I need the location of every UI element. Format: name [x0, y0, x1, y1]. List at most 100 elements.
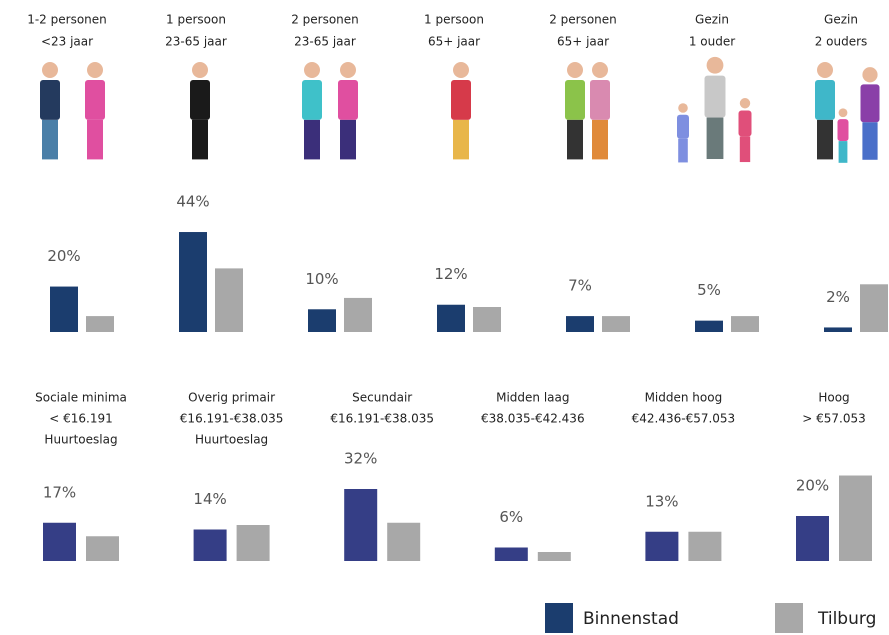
- value-label: 10%: [305, 270, 338, 288]
- category-label: Midden hoog: [645, 391, 723, 405]
- person-body: [738, 110, 752, 137]
- category-label: 1-2 personen: [27, 13, 107, 27]
- category-label: Huurtoeslag: [44, 433, 117, 447]
- category-label: €16.191-€38.035: [180, 412, 284, 426]
- category-label: 2 personen: [549, 13, 617, 27]
- bar: [43, 522, 76, 561]
- bar: [215, 268, 243, 332]
- value-label: 14%: [193, 490, 226, 508]
- bar: [193, 529, 227, 561]
- value-label: 13%: [645, 492, 678, 510]
- category-label: 1 ouder: [689, 35, 735, 49]
- person-body: [302, 80, 322, 120]
- person-head: [592, 62, 608, 78]
- person-legs: [706, 117, 724, 160]
- person-body: [40, 80, 60, 120]
- person-legs: [42, 119, 58, 160]
- category-label: 2 personen: [291, 13, 359, 27]
- legend-swatch: [775, 603, 803, 633]
- category-label: 23-65 jaar: [294, 35, 356, 49]
- category-label: €38.035-€42.436: [481, 412, 585, 426]
- person-body: [565, 80, 585, 120]
- bar: [688, 531, 722, 561]
- person-head: [340, 62, 356, 78]
- bar: [695, 320, 723, 332]
- bar: [731, 316, 759, 332]
- bar: [86, 536, 119, 561]
- category-label: 1 persoon: [424, 13, 484, 27]
- person-body: [860, 84, 880, 123]
- category-label: 1 persoon: [166, 13, 226, 27]
- person-legs: [87, 119, 103, 160]
- bar: [387, 522, 421, 561]
- value-label: 7%: [568, 277, 592, 295]
- person-legs: [453, 119, 469, 160]
- person-head: [453, 62, 469, 78]
- bar: [839, 475, 872, 561]
- bar: [473, 307, 501, 332]
- person-head: [678, 103, 688, 113]
- bar: [566, 316, 594, 332]
- category-label: €16.191-€38.035: [330, 412, 434, 426]
- person-body: [815, 80, 835, 120]
- person-body: [590, 80, 610, 120]
- person-head: [192, 62, 208, 78]
- person-body: [837, 119, 849, 142]
- category-label: Hoog: [818, 391, 849, 405]
- category-label: 23-65 jaar: [165, 35, 227, 49]
- person-head: [862, 67, 878, 83]
- category-label: Huurtoeslag: [195, 433, 268, 447]
- category-label: €42.436-€57.053: [632, 412, 736, 426]
- category-label: > €57.053: [802, 412, 866, 426]
- person-legs: [304, 119, 320, 160]
- value-label: 44%: [176, 193, 209, 211]
- legend-label: Binnenstad: [583, 609, 679, 629]
- person-head: [739, 98, 751, 109]
- person-head: [304, 62, 320, 78]
- person-body: [704, 75, 726, 118]
- person-body: [677, 114, 689, 139]
- bar: [645, 531, 679, 561]
- category-label: < €16.191: [49, 412, 113, 426]
- value-label: 2%: [826, 288, 850, 306]
- person-body: [85, 80, 105, 120]
- value-label: 6%: [499, 508, 523, 526]
- category-label: Gezin: [695, 13, 729, 27]
- people-icons: [40, 56, 880, 163]
- person-legs: [567, 119, 583, 160]
- bar: [537, 552, 571, 561]
- value-label: 17%: [43, 483, 76, 501]
- person-head: [42, 62, 58, 78]
- person-legs: [678, 138, 688, 163]
- category-label: Secundair: [352, 391, 412, 405]
- person-body: [451, 80, 471, 120]
- legend-swatch: [545, 603, 573, 633]
- bar: [602, 316, 630, 332]
- bar: [860, 284, 888, 332]
- value-label: 5%: [697, 281, 721, 299]
- person-legs: [592, 119, 608, 160]
- person-head: [817, 62, 833, 78]
- bar: [494, 547, 528, 561]
- person-legs: [862, 122, 878, 160]
- value-label: 12%: [434, 265, 467, 283]
- person-legs: [739, 136, 751, 163]
- legend-label: Tilburg: [817, 609, 876, 629]
- bar: [796, 516, 829, 561]
- person-body: [338, 80, 358, 120]
- bar: [179, 232, 207, 332]
- category-label: 2 ouders: [815, 35, 868, 49]
- person-legs: [340, 119, 356, 160]
- category-label: 65+ jaar: [428, 35, 480, 49]
- bar: [824, 327, 852, 332]
- bar: [437, 304, 465, 332]
- value-label: 32%: [344, 450, 377, 468]
- person-legs: [838, 141, 848, 163]
- category-label: Gezin: [824, 13, 858, 27]
- person-head: [706, 56, 724, 74]
- bar: [308, 309, 336, 332]
- person-legs: [817, 119, 833, 160]
- bar: [344, 297, 372, 332]
- category-label: <23 jaar: [41, 35, 93, 49]
